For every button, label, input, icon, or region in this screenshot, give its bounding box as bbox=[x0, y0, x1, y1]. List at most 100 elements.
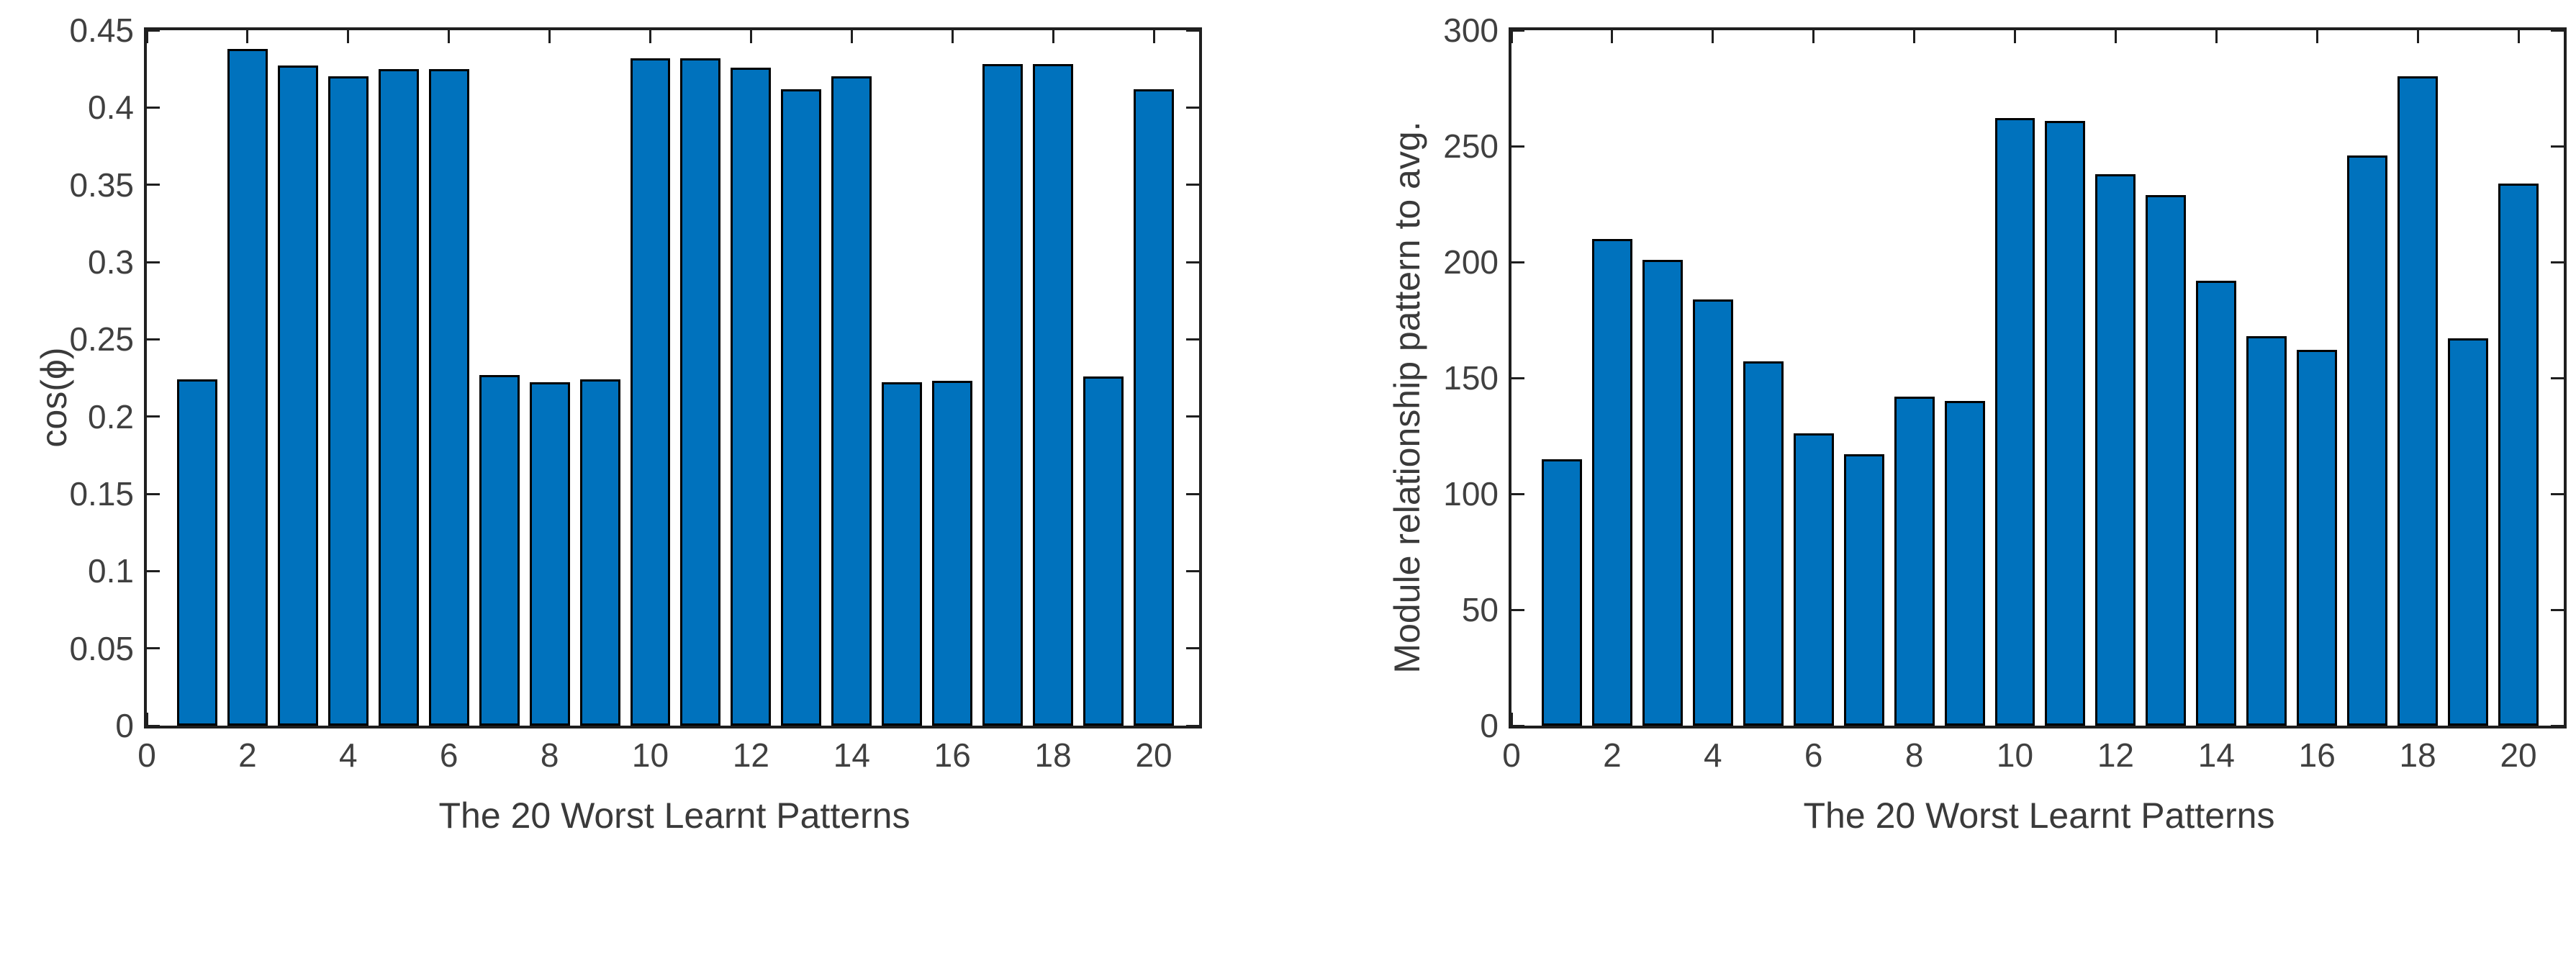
y-tick-label: 0 bbox=[115, 707, 134, 744]
y-tick-mark-right bbox=[1186, 106, 1199, 109]
x-tick-label: 0 bbox=[1502, 736, 1521, 774]
y-tick-mark-right bbox=[1186, 569, 1199, 572]
x-tick-mark-top bbox=[1510, 30, 1513, 43]
y-tick-mark bbox=[147, 492, 160, 495]
y-tick-mark-right bbox=[2551, 29, 2564, 32]
x-tick-label: 0 bbox=[137, 736, 156, 774]
x-tick-mark-top bbox=[2315, 30, 2318, 43]
y-tick-mark bbox=[147, 261, 160, 263]
bar bbox=[731, 67, 772, 726]
bar bbox=[882, 382, 923, 726]
y-tick-label: 150 bbox=[1443, 359, 1499, 397]
x-tick-mark-top bbox=[2014, 30, 2017, 43]
bar bbox=[1894, 396, 1935, 726]
y-tick-mark-right bbox=[1186, 184, 1199, 186]
y-tick-label: 0.2 bbox=[88, 397, 134, 436]
bar bbox=[2347, 155, 2388, 726]
bar bbox=[479, 374, 520, 726]
y-tick-mark-right bbox=[2551, 376, 2564, 379]
y-tick-mark-right bbox=[2551, 261, 2564, 263]
y-tick-mark bbox=[147, 415, 160, 418]
left-x-axis-label: The 20 Worst Learnt Patterns bbox=[438, 795, 910, 836]
x-tick-mark bbox=[145, 713, 148, 726]
bar bbox=[2297, 350, 2338, 726]
x-tick-mark-top bbox=[347, 30, 350, 43]
bar bbox=[2498, 183, 2539, 726]
y-tick-mark bbox=[1511, 29, 1524, 32]
y-tick-mark bbox=[1511, 492, 1524, 495]
y-tick-mark bbox=[147, 106, 160, 109]
x-tick-mark-top bbox=[448, 30, 451, 43]
x-tick-label: 8 bbox=[1904, 736, 1924, 774]
y-tick-label: 200 bbox=[1443, 243, 1499, 281]
y-tick-mark-right bbox=[1186, 29, 1199, 32]
x-tick-label: 8 bbox=[540, 736, 559, 774]
x-tick-label: 10 bbox=[1996, 736, 2034, 774]
bar bbox=[2146, 194, 2187, 726]
y-tick-label: 250 bbox=[1443, 127, 1499, 165]
y-tick-label: 100 bbox=[1443, 475, 1499, 513]
y-tick-mark bbox=[147, 724, 160, 727]
y-tick-mark bbox=[147, 184, 160, 186]
bar bbox=[227, 48, 268, 726]
x-tick-mark bbox=[1510, 713, 1513, 726]
x-tick-mark-top bbox=[2114, 30, 2117, 43]
y-tick-mark bbox=[1511, 145, 1524, 148]
x-tick-label: 6 bbox=[1804, 736, 1823, 774]
right-plot-area: 0 50 100 150 200 250 300 0 2 4 6 8 10 12 14 16 18 20 bbox=[1443, 14, 2567, 772]
bar bbox=[1692, 299, 1733, 726]
bar bbox=[327, 76, 369, 726]
bar bbox=[428, 68, 469, 726]
bar bbox=[1994, 118, 2035, 726]
x-tick-mark-top bbox=[850, 30, 853, 43]
y-tick-mark-right bbox=[1186, 415, 1199, 418]
y-tick-mark-right bbox=[1186, 492, 1199, 495]
bar bbox=[1033, 64, 1074, 726]
x-tick-label: 14 bbox=[2197, 736, 2235, 774]
bar bbox=[932, 381, 973, 726]
y-tick-label: 0.25 bbox=[69, 320, 134, 358]
y-tick-mark bbox=[147, 338, 160, 340]
bar bbox=[2196, 280, 2237, 726]
y-tick-mark-right bbox=[1186, 647, 1199, 650]
x-tick-label: 14 bbox=[833, 736, 870, 774]
x-tick-mark-top bbox=[1913, 30, 1916, 43]
bar bbox=[277, 66, 318, 726]
bar bbox=[2398, 76, 2439, 726]
y-tick-mark-right bbox=[2551, 145, 2564, 148]
x-tick-label: 18 bbox=[1034, 736, 1072, 774]
x-tick-mark-top bbox=[2517, 30, 2520, 43]
bar bbox=[1083, 376, 1124, 726]
x-tick-label: 12 bbox=[732, 736, 769, 774]
x-tick-label: 18 bbox=[2399, 736, 2436, 774]
x-tick-mark-top bbox=[649, 30, 652, 43]
left-plot-area: 0 0.05 0.1 0.15 0.2 0.25 0.3 0.35 0.4 0.45 0 2 4 6 8 10… bbox=[69, 14, 1202, 772]
y-tick-label: 0.1 bbox=[88, 552, 134, 590]
right-x-axis-label: The 20 Worst Learnt Patterns bbox=[1803, 795, 2275, 836]
bar bbox=[1591, 238, 1632, 726]
y-tick-mark-right bbox=[1186, 724, 1199, 727]
bar bbox=[1743, 361, 1784, 726]
y-tick-mark-right bbox=[2551, 608, 2564, 611]
bar bbox=[630, 58, 671, 726]
bar bbox=[1944, 401, 1985, 726]
y-tick-mark-right bbox=[1186, 338, 1199, 340]
bar bbox=[378, 68, 419, 726]
y-tick-label: 0.4 bbox=[88, 89, 134, 127]
y-tick-mark bbox=[1511, 261, 1524, 263]
y-tick-label: 0 bbox=[1480, 707, 1499, 744]
bar bbox=[781, 89, 822, 726]
y-tick-mark bbox=[1511, 608, 1524, 611]
y-tick-label: 50 bbox=[1461, 591, 1499, 628]
y-tick-label: 300 bbox=[1443, 12, 1499, 49]
bar bbox=[831, 76, 872, 726]
bar bbox=[1134, 89, 1174, 726]
y-tick-label: 0.3 bbox=[88, 243, 134, 281]
y-tick-label: 0.05 bbox=[69, 629, 134, 667]
x-tick-mark-top bbox=[1052, 30, 1054, 43]
bar bbox=[529, 382, 570, 726]
x-tick-label: 6 bbox=[439, 736, 458, 774]
bar bbox=[2246, 336, 2287, 726]
